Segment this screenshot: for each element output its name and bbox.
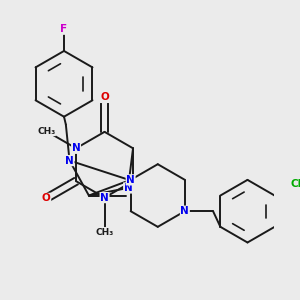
Text: N: N <box>124 183 133 193</box>
Text: O: O <box>42 194 51 203</box>
Text: CH₃: CH₃ <box>37 127 56 136</box>
Text: Cl: Cl <box>291 179 300 189</box>
Text: CH₃: CH₃ <box>95 228 114 237</box>
Text: F: F <box>60 24 68 34</box>
Text: N: N <box>65 156 74 166</box>
Text: O: O <box>100 92 109 102</box>
Text: N: N <box>126 175 135 185</box>
Text: N: N <box>72 143 80 153</box>
Text: N: N <box>100 193 109 202</box>
Text: N: N <box>181 206 189 216</box>
